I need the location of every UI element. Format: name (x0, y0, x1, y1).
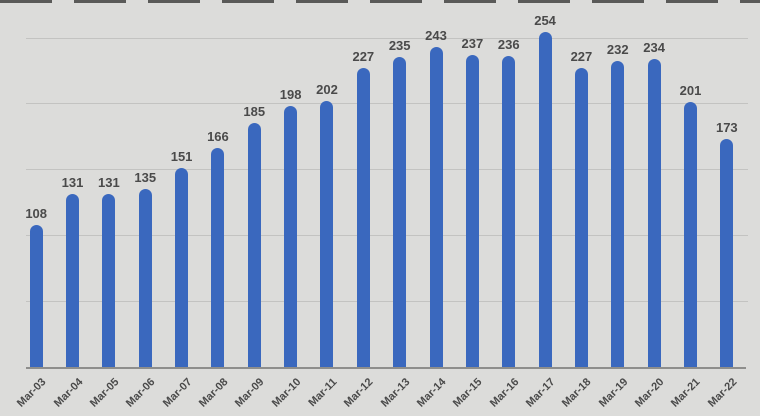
bar-Mar-18[interactable] (574, 67, 588, 367)
bar-Mar-11[interactable] (320, 100, 334, 367)
x-axis-label-Mar-18: Mar-18 (560, 376, 594, 410)
bar-Mar-12[interactable] (356, 67, 370, 367)
gridline-50 (26, 301, 748, 303)
bar-Mar-20[interactable] (647, 58, 661, 367)
gridline-200 (26, 103, 748, 105)
bar-Mar-22[interactable] (720, 138, 734, 367)
x-axis-label-Mar-05: Mar-05 (87, 376, 122, 410)
bar-value-label-Mar-13: 235 (388, 38, 411, 54)
bar-Mar-16[interactable] (502, 55, 516, 367)
x-axis-line (26, 367, 746, 369)
bar-value-label-Mar-03: 108 (25, 205, 48, 221)
bar-value-label-Mar-20: 234 (643, 39, 665, 55)
x-axis-label-Mar-17: Mar-17 (523, 376, 558, 410)
bar-Mar-14[interactable] (429, 46, 443, 367)
x-axis-label-Mar-21: Mar-21 (669, 376, 703, 410)
x-axis-label-Mar-03: Mar-03 (15, 376, 49, 410)
bar-Mar-10[interactable] (284, 106, 298, 367)
x-axis-label-Mar-15: Mar-15 (451, 376, 485, 410)
gridline-100 (26, 235, 748, 237)
x-axis-label-Mar-08: Mar-08 (196, 376, 231, 410)
gridline-150 (26, 169, 748, 171)
bar-value-label-Mar-19: 232 (606, 42, 629, 58)
bar-value-label-Mar-05: 131 (98, 175, 120, 191)
bar-Mar-17[interactable] (538, 32, 552, 367)
x-axis-label-Mar-07: Mar-07 (160, 376, 195, 410)
bar-value-label-Mar-10: 198 (279, 87, 302, 103)
bar-Mar-21[interactable] (683, 102, 697, 367)
bar-value-label-Mar-06: 135 (134, 170, 157, 186)
x-axis-label-Mar-12: Mar-12 (342, 376, 376, 410)
bar-value-label-Mar-08: 166 (207, 129, 229, 145)
bar-value-label-Mar-11: 202 (316, 81, 338, 97)
bar-value-label-Mar-15: 237 (461, 35, 484, 51)
bar-value-label-Mar-18: 227 (570, 48, 593, 64)
x-axis-label-Mar-09: Mar-09 (233, 376, 267, 410)
bar-Mar-08[interactable] (211, 148, 225, 367)
top-dashed-border (0, 0, 760, 3)
x-axis-label-Mar-14: Mar-14 (414, 376, 449, 410)
x-axis-label-Mar-10: Mar-10 (269, 376, 304, 410)
x-axis-label-Mar-04: Mar-04 (51, 376, 86, 410)
x-axis-label-Mar-11: Mar-11 (306, 376, 340, 410)
bar-Mar-04[interactable] (66, 194, 80, 367)
bar-Mar-03[interactable] (29, 224, 43, 367)
bar-Mar-19[interactable] (611, 61, 625, 367)
bar-Mar-15[interactable] (465, 54, 479, 367)
x-axis-label-Mar-20: Mar-20 (633, 376, 667, 410)
bar-Mar-09[interactable] (247, 123, 261, 367)
x-axis-label-Mar-19: Mar-19 (596, 376, 631, 410)
bar-value-label-Mar-14: 243 (425, 27, 447, 43)
bar-Mar-13[interactable] (393, 57, 407, 367)
bar-value-label-Mar-16: 236 (497, 36, 520, 52)
x-axis-label-Mar-13: Mar-13 (378, 376, 413, 410)
bar-Mar-06[interactable] (138, 189, 152, 367)
x-axis-label-Mar-06: Mar-06 (124, 376, 158, 410)
bar-value-label-Mar-17: 254 (534, 13, 556, 29)
x-axis-label-Mar-22: Mar-22 (705, 376, 740, 410)
bar-Mar-05[interactable] (102, 194, 116, 367)
bar-value-label-Mar-22: 173 (715, 119, 738, 135)
bar-value-label-Mar-12: 227 (352, 48, 375, 64)
bar-Mar-07[interactable] (175, 167, 189, 367)
bar-value-label-Mar-07: 151 (170, 148, 193, 164)
bar-value-label-Mar-04: 131 (61, 175, 84, 191)
x-axis-label-Mar-16: Mar-16 (487, 376, 522, 410)
bar-value-label-Mar-21: 201 (679, 83, 702, 99)
bar-value-label-Mar-09: 185 (243, 104, 266, 120)
gridline-250 (26, 37, 748, 39)
